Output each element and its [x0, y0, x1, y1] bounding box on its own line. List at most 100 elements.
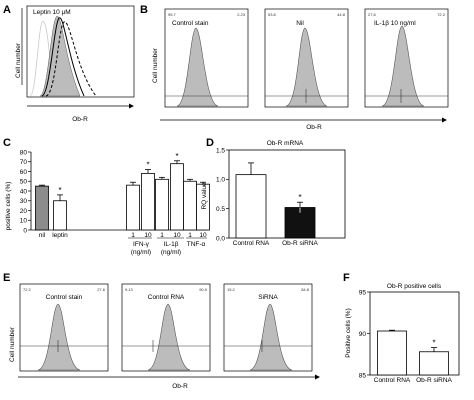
panel-c-bar [126, 184, 140, 231]
panel-d-y-tick-label: 1.0 [216, 177, 225, 184]
panel-e-ylabel: Cell number [9, 326, 16, 362]
panel-f-y-tick-label: 95 [359, 289, 367, 296]
panel-e-frame-1 [19, 283, 109, 372]
panel-c-y-tick-label: 10 [20, 218, 28, 225]
panel-a-solid-curve [41, 17, 85, 97]
panel-e-left-value-3: 15.2 [227, 287, 236, 292]
panel-f-y-tick-label: 90 [359, 331, 367, 338]
panel-b-subplot-nil: 53.8 44.8 Nil [264, 8, 349, 108]
panel-letter-c: C [3, 137, 11, 149]
panel-c-significance: * [146, 161, 149, 170]
panel-a-dashed-curve [45, 21, 97, 97]
panel-c-category-label: 1 [160, 232, 164, 239]
panel-b-right-value-2: 44.8 [337, 12, 346, 17]
panel-e-right-value-3: 84.8 [301, 287, 310, 292]
panel-c-ylabel: positive cells (%) [5, 182, 12, 231]
panel-letter-a: A [3, 4, 11, 16]
panel-d-axes: 0.0 0.5 1.0 1.5 [216, 147, 229, 242]
panel-e-xlabel: Ob-R [172, 383, 188, 390]
panel-b-frame-2 [264, 8, 349, 108]
panel-b-left-value-3: 27.6 [368, 12, 377, 17]
panel-f-significance: * [432, 339, 435, 348]
panel-c-group-label-2: IL-1β [164, 241, 179, 248]
panel-c-significance: * [58, 186, 61, 195]
panel-a-frame [26, 5, 135, 98]
panel-c-y-tick-label: 40 [20, 188, 28, 195]
panel-e-frame-2 [121, 283, 211, 372]
panel-d: Ob-R mRNA RQ value 0.0 0.5 1.0 1.5 * Contro… [201, 140, 346, 247]
panel-c-group-unit-1: (ng/ml) [131, 249, 151, 256]
panel-d-labels: Control RNA Ob-R siRNA [233, 240, 319, 247]
panel-c-y-tick-label: 0 [23, 227, 27, 234]
panel-f-axes: 85 90 95 [359, 289, 370, 379]
panel-c-group-unit-2: (ng/ml) [161, 249, 181, 256]
panel-c-y-tick-label: 70 [20, 159, 28, 166]
panel-f-category-label: Ob-R siRNA [416, 377, 452, 384]
panel-e-left-value-1: 72.2 [23, 287, 32, 292]
panel-letter-d: D [206, 137, 214, 149]
panel-a-arrow-head [129, 103, 134, 109]
panel-c-bar [170, 163, 184, 231]
panel-b-histogram-2 [285, 27, 328, 107]
panel-b-frame-3 [364, 8, 449, 108]
panel-c-bar [53, 200, 67, 231]
panel-f: Ob-R positive cells Positive cells (%) 8… [345, 283, 460, 384]
panel-c-category-label: leptin [52, 232, 68, 239]
panel-c-bar [35, 185, 49, 231]
panel-d-significance: * [298, 193, 301, 202]
panel-c-y-tick-label: 50 [20, 179, 28, 186]
panel-f-title: Ob-R positive cells [387, 283, 442, 290]
panel-d-title: Ob-R mRNA [267, 140, 304, 147]
panel-b-title-3: IL-1β 10 ng/ml [374, 20, 416, 27]
panel-c-y-tick-label: 60 [20, 169, 28, 176]
panel-e-subplot-control-stain: 72.2 27.6 Control stain [19, 283, 109, 372]
panel-c-bar [155, 178, 169, 231]
panel-c-labels: nil leptin 1 10 1 10 1 10 [39, 232, 207, 239]
panel-c-category-label: nil [39, 232, 46, 239]
panel-b-histogram-1 [176, 27, 219, 107]
panel-e-title-1: Control stain [46, 294, 83, 301]
panel-c-category-label: 1 [188, 232, 192, 239]
panel-c-y-tick-label: 80 [20, 149, 28, 156]
panel-e-frame-3 [223, 283, 313, 372]
panel-c-category-label: 10 [199, 232, 207, 239]
panel-f-bar [419, 351, 449, 376]
panel-b-subplot-il1b: 27.6 72.2 IL-1β 10 ng/ml [364, 8, 449, 108]
panel-letter-e: E [3, 272, 10, 284]
panel-f-y-tick-label: 85 [359, 372, 367, 379]
panel-f-labels: Control RNA Ob-R siRNA [374, 377, 453, 384]
panel-c-bar [183, 180, 197, 231]
panel-c-category-label: 1 [131, 232, 135, 239]
panel-a: Leptin 10 μM Cell number Ob-R [15, 5, 135, 123]
panel-f-ylabel: Positive cells (%) [345, 308, 352, 357]
panel-f-bars: * [377, 329, 449, 376]
panel-f-bar [377, 330, 407, 376]
panel-c-group-label-1: IFN-γ [133, 241, 150, 248]
panel-d-ylabel: RQ value [201, 182, 208, 209]
panel-b-subplot-control-stain: 95.7 2.23 Control stain [164, 8, 249, 108]
panel-b-right-value-1: 2.23 [237, 12, 246, 17]
panel-f-category-label: Control RNA [374, 377, 411, 384]
panel-e-left-value-2: 9.13 [125, 287, 134, 292]
panel-a-ylabel: Cell number [15, 42, 22, 78]
panel-b-xlabel: Ob-R [306, 124, 322, 131]
panel-d-bar [235, 174, 267, 239]
panel-b: Cell number Ob-R 95.7 2.23 Control stain… [152, 8, 449, 131]
panel-d-y-tick-label: 0.0 [216, 235, 225, 242]
panel-e-histogram-3 [249, 303, 293, 371]
panel-letter-b: B [140, 4, 148, 16]
panel-e-right-value-2: 90.9 [199, 287, 208, 292]
panel-c-category-label: 10 [173, 232, 181, 239]
panel-b-left-value-1: 95.7 [168, 12, 177, 17]
panel-e-title-2: Control RNA [148, 294, 185, 301]
panel-c-category-label: 10 [144, 232, 152, 239]
panel-e-subplot-control-rna: 9.13 90.9 Control RNA [121, 283, 211, 372]
panel-d-category-label: Ob-R siRNA [282, 240, 318, 247]
panel-a-filled-histogram [39, 15, 81, 97]
panel-c-bars: * * * [35, 152, 210, 231]
panel-b-arrow-head [442, 117, 447, 123]
panel-d-y-tick-label: 0.5 [216, 206, 225, 213]
panel-d-y-tick-label: 1.5 [216, 147, 225, 154]
